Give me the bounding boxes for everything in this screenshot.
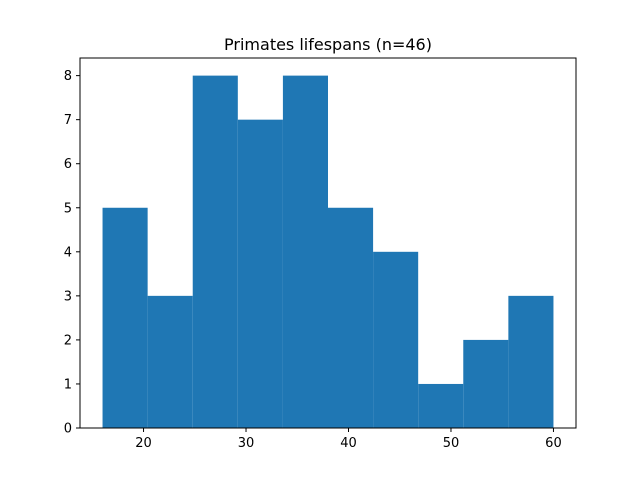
bars-group bbox=[102, 75, 554, 429]
plot-frame bbox=[79, 57, 577, 429]
y-tick-label: 7 bbox=[64, 113, 72, 128]
histogram-bar bbox=[102, 207, 148, 428]
x-tick-label: 60 bbox=[545, 436, 562, 451]
x-tick-label: 20 bbox=[135, 436, 152, 451]
x-axis: 20 30 40 50 60 bbox=[135, 428, 562, 451]
y-tick-label: 6 bbox=[64, 157, 72, 172]
x-tick-label: 40 bbox=[340, 436, 357, 451]
chart-title: Primates lifespans (n=46) bbox=[224, 35, 432, 54]
y-tick-label: 1 bbox=[64, 377, 72, 392]
histogram-bar bbox=[373, 251, 419, 428]
histogram-bar bbox=[463, 339, 509, 428]
y-tick-label: 4 bbox=[64, 245, 72, 260]
histogram-bar bbox=[192, 75, 238, 428]
histogram-bar bbox=[282, 75, 328, 428]
histogram-bar bbox=[508, 295, 554, 428]
y-tick-label: 3 bbox=[64, 289, 72, 304]
x-tick-label: 30 bbox=[238, 436, 255, 451]
histogram-bar bbox=[418, 383, 464, 428]
histogram-bar bbox=[237, 119, 283, 429]
y-tick-label: 5 bbox=[64, 201, 72, 216]
histogram-bar bbox=[147, 295, 193, 428]
histogram-bar bbox=[328, 207, 374, 428]
y-tick-label: 0 bbox=[64, 422, 72, 437]
y-axis: 0 1 2 3 4 5 6 7 8 bbox=[64, 69, 80, 437]
y-tick-label: 2 bbox=[64, 333, 72, 348]
x-tick-label: 50 bbox=[443, 436, 460, 451]
y-tick-label: 8 bbox=[64, 69, 72, 84]
